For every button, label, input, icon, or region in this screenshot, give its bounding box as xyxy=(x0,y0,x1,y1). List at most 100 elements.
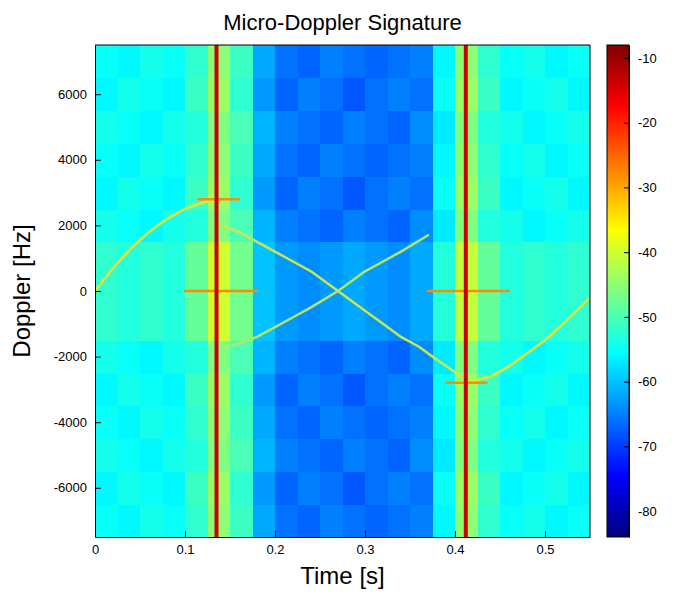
heatmap-cell xyxy=(208,406,231,439)
plot-background xyxy=(95,45,590,537)
heatmap-cell xyxy=(95,307,118,340)
trace-line xyxy=(95,199,217,291)
heatmap-cell xyxy=(433,307,456,340)
heatmap-cell xyxy=(500,111,523,144)
heatmap-cell xyxy=(523,504,546,537)
heatmap-cell xyxy=(320,373,343,406)
y-tick: -6000 xyxy=(54,480,101,495)
y-tick-mark xyxy=(95,225,101,226)
heatmap-cell xyxy=(95,45,118,78)
heatmap-cell xyxy=(163,373,186,406)
heatmap-cell xyxy=(230,176,253,209)
heatmap-cell xyxy=(118,504,141,537)
heatmap-cell xyxy=(523,242,546,275)
heatmap-cell xyxy=(523,373,546,406)
x-tick: 0.2 xyxy=(266,531,284,557)
heatmap-cell xyxy=(365,340,388,373)
heatmap-cell xyxy=(298,111,321,144)
heatmap-cell xyxy=(208,143,231,176)
heatmap-cell xyxy=(478,111,501,144)
heatmap-cell xyxy=(298,45,321,78)
heatmap-cell xyxy=(140,439,163,472)
heatmap-cell xyxy=(365,275,388,308)
heatmap-cell xyxy=(185,439,208,472)
heatmap-cell xyxy=(208,78,231,111)
heatmap-cell xyxy=(253,143,276,176)
heatmap-cell xyxy=(500,143,523,176)
colorbar-tick-mark xyxy=(624,187,629,188)
heatmap-cell xyxy=(365,45,388,78)
heatmap-cell xyxy=(365,176,388,209)
heatmap-cell xyxy=(343,340,366,373)
heatmap-cell xyxy=(320,406,343,439)
heatmap-cell xyxy=(410,439,433,472)
heatmap-cell xyxy=(275,340,298,373)
heatmap-cell xyxy=(478,78,501,111)
heatmap-cell xyxy=(118,78,141,111)
heatmap-cell xyxy=(275,111,298,144)
frame-right xyxy=(590,45,591,537)
colorbar-axis-line xyxy=(629,46,630,538)
heatmap-cell xyxy=(568,504,591,537)
heatmap-cell xyxy=(568,176,591,209)
heatmap-cell xyxy=(208,242,231,275)
heatmap-cell xyxy=(433,45,456,78)
heatmap-cell xyxy=(320,307,343,340)
heatmap-cell xyxy=(275,471,298,504)
heatmap-cell xyxy=(478,504,501,537)
heatmap-cell xyxy=(410,45,433,78)
heatmap-cell xyxy=(478,471,501,504)
heatmap-cell xyxy=(568,78,591,111)
heatmap-cell xyxy=(163,340,186,373)
y-tick-label: -4000 xyxy=(54,415,87,430)
traces xyxy=(95,45,590,537)
heatmap-cell xyxy=(253,176,276,209)
heatmap-cell xyxy=(163,242,186,275)
heatmap-cell xyxy=(298,209,321,242)
heatmap-cell xyxy=(433,176,456,209)
heatmap-cell xyxy=(500,78,523,111)
heatmap-cell xyxy=(433,242,456,275)
heatmap-cell xyxy=(410,307,433,340)
heatmap-cell xyxy=(208,340,231,373)
heatmap-cell xyxy=(118,45,141,78)
heatmap-cell xyxy=(388,45,411,78)
heatmap-cell xyxy=(523,45,546,78)
heatmap-cell xyxy=(523,275,546,308)
heatmap-cell xyxy=(568,45,591,78)
y-tick: 6000 xyxy=(58,87,101,102)
colorbar-tick: -10 xyxy=(624,51,657,66)
y-tick-label: 2000 xyxy=(58,218,87,233)
heatmap-cell xyxy=(545,45,568,78)
heatmap-cell xyxy=(253,307,276,340)
heatmap-cell xyxy=(433,406,456,439)
heatmap-cell xyxy=(478,340,501,373)
heatmap-cell xyxy=(478,209,501,242)
heatmap-cell xyxy=(320,471,343,504)
heatmap-cell xyxy=(298,471,321,504)
heatmap-cell xyxy=(545,504,568,537)
heatmap-cell xyxy=(478,242,501,275)
heatmap-cell xyxy=(320,111,343,144)
y-axis-title: Doppler [Hz] xyxy=(8,224,35,357)
heatmap-cell xyxy=(500,439,523,472)
heatmap-cell xyxy=(275,45,298,78)
heatmap-cell xyxy=(343,78,366,111)
heatmap-cell xyxy=(275,78,298,111)
y-tick: 4000 xyxy=(58,152,101,167)
y-tick-mark xyxy=(95,160,101,161)
y-tick-label: 6000 xyxy=(58,87,87,102)
heatmap-cell xyxy=(388,406,411,439)
heatmap-cell xyxy=(568,439,591,472)
y-tick-label: -2000 xyxy=(54,349,87,364)
x-tick: 0.3 xyxy=(356,531,374,557)
heatmap-cell xyxy=(343,406,366,439)
heatmap-cell xyxy=(410,504,433,537)
colorbar-tick: -20 xyxy=(624,115,657,130)
heatmap-cell xyxy=(275,373,298,406)
trace-line xyxy=(464,45,468,537)
heatmap-cell xyxy=(95,439,118,472)
heatmap-cell xyxy=(185,242,208,275)
heatmap-cell xyxy=(95,406,118,439)
x-tick: 0.4 xyxy=(446,531,464,557)
